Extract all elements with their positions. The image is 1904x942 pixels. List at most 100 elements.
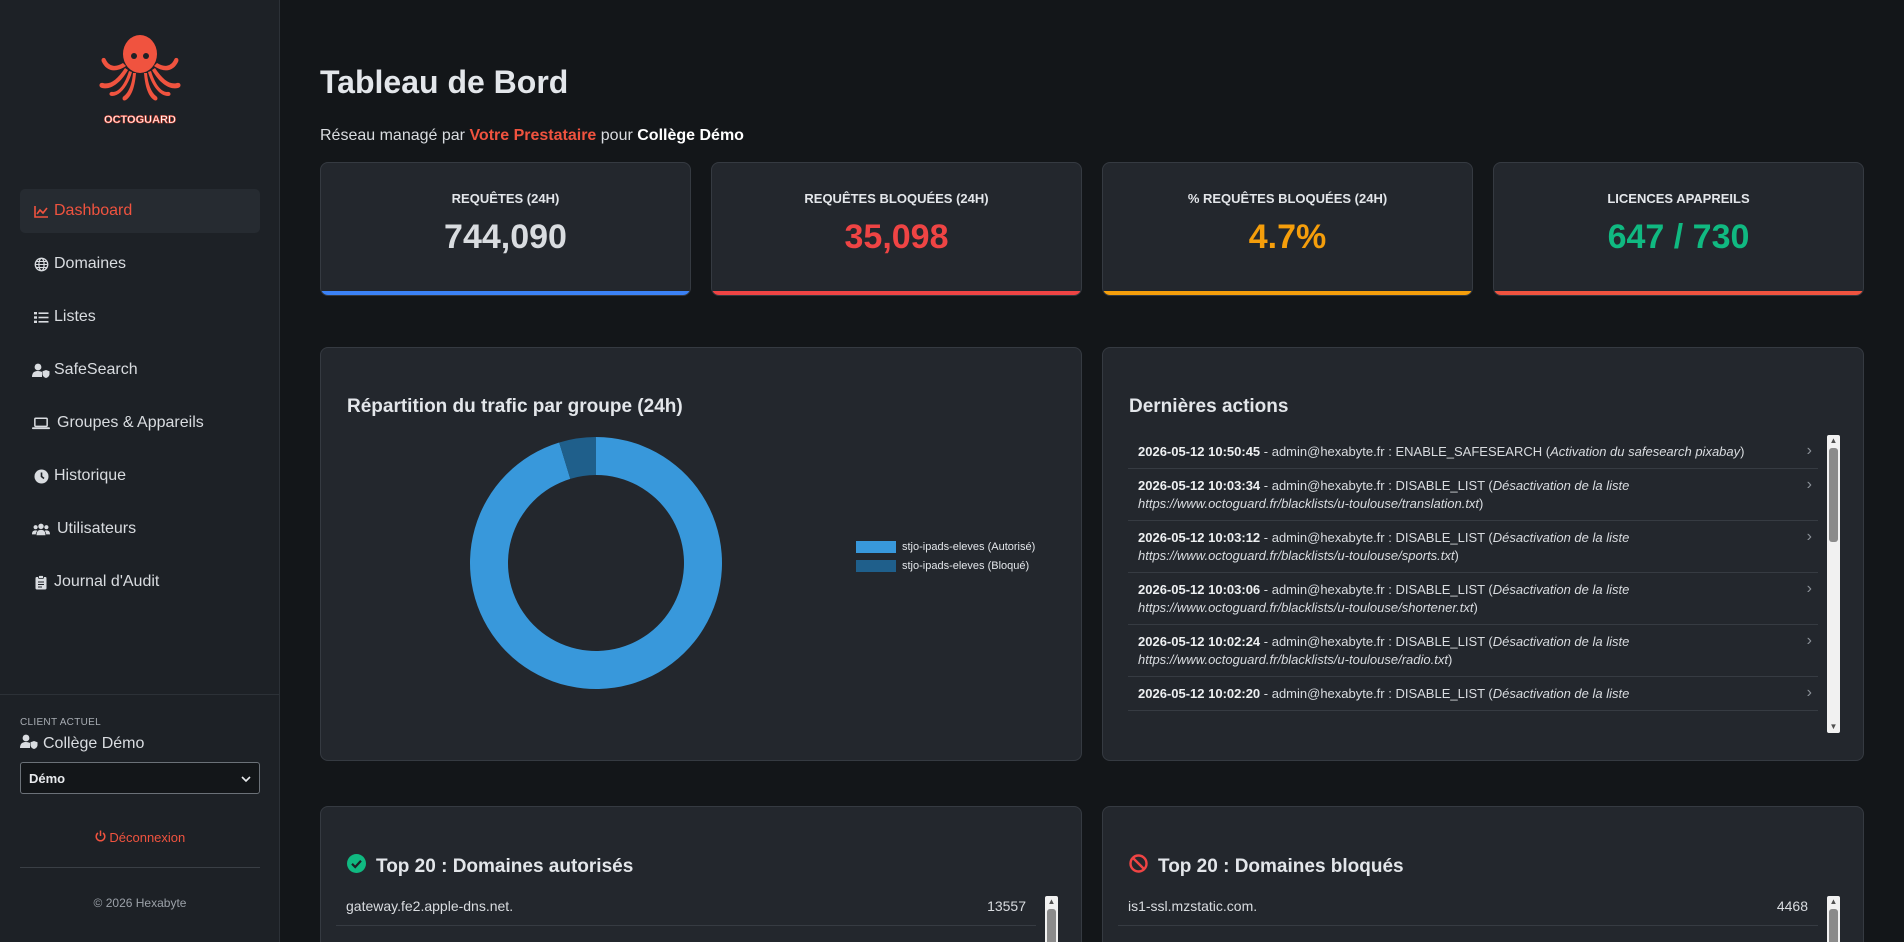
- stat-value: 647 / 730: [1607, 218, 1750, 256]
- chart-legend: stjo-ipads-eleves (Autorisé) stjo-ipads-…: [856, 541, 1035, 579]
- sidebar: OCTOGUARD Dashboard Domaines Listes Safe…: [0, 0, 280, 942]
- recent-actions-panel: Dernières actions 2026-05-12 10:50:45 - …: [1102, 347, 1864, 761]
- client-name: Collège Démo: [20, 734, 260, 754]
- action-timestamp: 2026-05-12 10:50:45: [1138, 444, 1261, 459]
- page-subtitle: Réseau managé par Votre Prestataire pour…: [320, 127, 744, 145]
- top-allowed-title-text: Top 20 : Domaines autorisés: [376, 855, 634, 877]
- legend-item-allowed[interactable]: stjo-ipads-eleves (Autorisé): [856, 541, 1035, 553]
- client-select[interactable]: Démo: [20, 762, 260, 794]
- ban-icon: [1129, 854, 1148, 879]
- action-detail: Désactivation de la liste https://www.oc…: [1138, 478, 1630, 511]
- client-name-text: Collège Démo: [43, 735, 145, 752]
- legend-swatch: [856, 541, 896, 553]
- action-item[interactable]: 2026-05-12 10:50:45 - admin@hexabyte.fr …: [1128, 435, 1818, 469]
- sidebar-item-safesearch[interactable]: SafeSearch: [20, 348, 260, 392]
- sidebar-item-domaines[interactable]: Domaines: [20, 242, 260, 286]
- scroll-up-icon[interactable]: ▲: [1829, 897, 1838, 906]
- action-item[interactable]: 2026-05-12 10:03:12 - admin@hexabyte.fr …: [1128, 521, 1818, 573]
- chevron-down-icon: [241, 771, 251, 786]
- sidebar-item-label: SafeSearch: [54, 361, 138, 378]
- subtitle-mid: pour: [600, 127, 633, 144]
- action-detail: Désactivation de la liste https://www.oc…: [1138, 530, 1630, 563]
- client-name-highlight: Collège Démo: [637, 127, 744, 144]
- page-title: Tableau de Bord: [320, 64, 569, 100]
- top-allowed-panel: Top 20 : Domaines autorisés gateway.fe2.…: [320, 806, 1082, 942]
- action-item[interactable]: 2026-05-12 10:02:20 - admin@hexabyte.fr …: [1128, 677, 1818, 711]
- scrollbar-thumb[interactable]: [1829, 909, 1838, 942]
- stat-card-blocked-percent: % REQUÊTES BLOQUÉES (24H) 4.7%: [1102, 162, 1473, 296]
- top-allowed-title: Top 20 : Domaines autorisés: [347, 854, 633, 879]
- stat-accent-bar: [1494, 291, 1863, 295]
- action-timestamp: 2026-05-12 10:02:24: [1138, 634, 1261, 649]
- scroll-up-icon[interactable]: ▲: [1829, 436, 1838, 445]
- scroll-up-icon[interactable]: ▲: [1047, 897, 1056, 906]
- action-text: - admin@hexabyte.fr : DISABLE_LIST (: [1260, 634, 1493, 649]
- domain-count: 13557: [987, 898, 1026, 914]
- logout-link[interactable]: Déconnexion: [0, 830, 280, 845]
- check-circle-icon: [347, 854, 366, 879]
- sidebar-item-listes[interactable]: Listes: [20, 295, 260, 339]
- octoguard-logo[interactable]: OCTOGUARD: [90, 30, 190, 130]
- clipboard-icon: [32, 573, 50, 591]
- stat-label: % REQUÊTES BLOQUÉES (24H): [1187, 191, 1388, 206]
- sidebar-item-groupes-appareils[interactable]: Groupes & Appareils: [20, 401, 260, 445]
- scrollbar-thumb[interactable]: [1047, 909, 1056, 942]
- action-detail: Désactivation de la liste https://www.oc…: [1138, 582, 1630, 615]
- action-detail: Désactivation de la liste: [1492, 686, 1630, 701]
- action-item[interactable]: 2026-05-12 10:03:06 - admin@hexabyte.fr …: [1128, 573, 1818, 625]
- stat-accent-bar: [1103, 291, 1472, 295]
- table-row[interactable]: gateway.fe2.apple-dns.net. 13557: [336, 898, 1036, 926]
- traffic-chart-panel: Répartition du trafic par groupe (24h) s…: [320, 347, 1082, 761]
- donut-slice-blocked[interactable]: [559, 437, 596, 479]
- sidebar-item-label: Groupes & Appareils: [57, 414, 204, 431]
- domain-name: gateway.fe2.apple-dns.net.: [346, 898, 514, 914]
- action-timestamp: 2026-05-12 10:02:20: [1138, 686, 1261, 701]
- provider-name: Votre Prestataire: [469, 127, 597, 144]
- action-item[interactable]: 2026-05-12 10:03:34 - admin@hexabyte.fr …: [1128, 469, 1818, 521]
- chevron-right-icon: ›: [1806, 632, 1812, 649]
- chevron-right-icon: ›: [1806, 528, 1812, 545]
- users-icon: [32, 520, 50, 538]
- stat-card-blocked: REQUÊTES BLOQUÉES (24H) 35,098: [711, 162, 1082, 296]
- stat-accent-bar: [321, 291, 690, 295]
- blocked-scrollbar[interactable]: ▲: [1827, 896, 1840, 942]
- chevron-right-icon: ›: [1806, 442, 1812, 459]
- scrollbar-thumb[interactable]: [1829, 448, 1838, 542]
- stat-value: 35,098: [844, 218, 949, 256]
- top-blocked-title-text: Top 20 : Domaines bloqués: [1158, 855, 1404, 877]
- legend-label: stjo-ipads-eleves (Bloqué): [902, 560, 1030, 572]
- sidebar-item-label: Utilisateurs: [57, 520, 137, 537]
- list-icon: [32, 308, 50, 326]
- action-text: - admin@hexabyte.fr : DISABLE_LIST (: [1260, 530, 1493, 545]
- globe-icon: [32, 255, 50, 273]
- action-end: ): [1740, 444, 1745, 459]
- allowed-scrollbar[interactable]: ▲: [1045, 896, 1058, 942]
- action-detail: Activation du safesearch pixabay: [1550, 444, 1741, 459]
- table-row[interactable]: is1-ssl.mzstatic.com. 4468: [1118, 898, 1818, 926]
- sidebar-item-historique[interactable]: Historique: [20, 454, 260, 498]
- subtitle-prefix: Réseau managé par: [320, 127, 465, 144]
- donut-slice-allowed[interactable]: [470, 437, 722, 689]
- action-text: - admin@hexabyte.fr : DISABLE_LIST (: [1260, 582, 1493, 597]
- action-item[interactable]: 2026-05-12 10:02:24 - admin@hexabyte.fr …: [1128, 625, 1818, 677]
- legend-item-blocked[interactable]: stjo-ipads-eleves (Bloqué): [856, 560, 1035, 572]
- clock-icon: [32, 467, 50, 485]
- action-end: ): [1479, 496, 1484, 511]
- domain-count: 4468: [1776, 898, 1808, 914]
- donut-chart: [470, 437, 722, 689]
- action-text: - admin@hexabyte.fr : DISABLE_LIST (: [1260, 478, 1493, 493]
- sidebar-item-journal-audit[interactable]: Journal d'Audit: [20, 560, 260, 604]
- current-client-section: CLIENT ACTUEL Collège Démo Démo: [0, 694, 280, 794]
- sidebar-item-dashboard[interactable]: Dashboard: [20, 189, 260, 233]
- chevron-right-icon: ›: [1806, 684, 1812, 701]
- sidebar-nav: Dashboard Domaines Listes SafeSearch Gro…: [20, 189, 260, 613]
- logo-text: OCTOGUARD: [104, 114, 176, 126]
- stat-card-licences: LICENCES APAPREILS 647 / 730: [1493, 162, 1864, 296]
- action-end: ): [1447, 652, 1453, 667]
- client-label: CLIENT ACTUEL: [20, 717, 101, 728]
- legend-swatch: [856, 560, 896, 572]
- actions-scrollbar[interactable]: ▲ ▼: [1827, 435, 1840, 733]
- sidebar-item-utilisateurs[interactable]: Utilisateurs: [20, 507, 260, 551]
- scroll-down-icon[interactable]: ▼: [1829, 722, 1838, 731]
- top-blocked-title: Top 20 : Domaines bloqués: [1129, 854, 1404, 879]
